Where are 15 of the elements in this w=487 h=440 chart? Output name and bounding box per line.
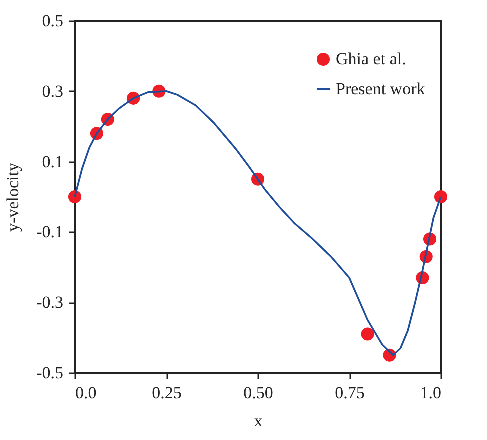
y-tick-label: 0.3 xyxy=(42,82,64,101)
x-axis-title: x xyxy=(254,412,264,430)
x-tick-label: 0.0 xyxy=(76,384,97,402)
legend-label: Ghia et al. xyxy=(336,50,406,68)
y-tick-label: 0.1 xyxy=(42,152,64,172)
x-tick-label: 0.50 xyxy=(244,384,274,402)
y-tick-label: -0.3 xyxy=(36,293,64,312)
y-axis-title: y-velocity xyxy=(4,162,23,232)
x-tick-label: 0.25 xyxy=(152,384,182,402)
y-tick-label: 0.5 xyxy=(42,12,64,30)
x-tick-label: 0.75 xyxy=(335,384,365,402)
y-tick-label: -0.1 xyxy=(36,222,64,242)
y-tick-label: -0.5 xyxy=(36,364,64,382)
legend-label: Present work xyxy=(336,80,426,98)
x-tick-label: 1.0 xyxy=(420,384,442,402)
